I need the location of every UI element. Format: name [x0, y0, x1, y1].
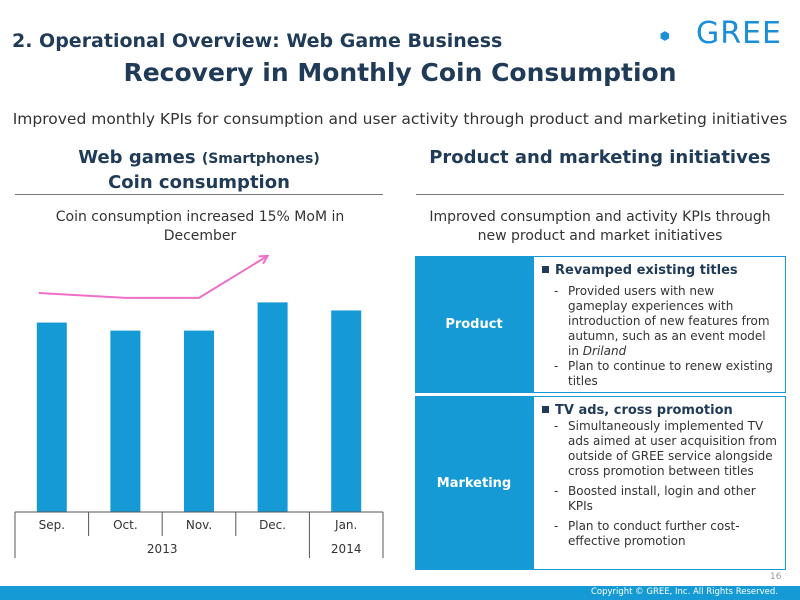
product-cell: Revamped existing titles Provided users … [533, 256, 786, 393]
trend-line [38, 255, 269, 299]
left-heading-line1: Web games [78, 147, 196, 168]
logo-text: GREE [696, 16, 783, 51]
left-heading: Web games (Smartphones) Coin consumption [15, 146, 383, 194]
section-heading: 2. Operational Overview: Web Game Busine… [12, 30, 503, 52]
marketing-title: TV ads, cross promotion [542, 403, 777, 418]
product-list: Provided users with new gameplay experie… [542, 284, 777, 389]
chart-bar [110, 330, 141, 512]
marketing-title-text: TV ads, cross promotion [555, 403, 733, 418]
marketing-label: Marketing [415, 396, 533, 570]
trend-arrowhead-icon [258, 254, 270, 265]
chart-bar [184, 330, 214, 512]
footer-bar [0, 586, 800, 600]
gree-logo [660, 31, 670, 41]
year-label: 2014 [331, 542, 362, 556]
list-item: Provided users with new gameplay experie… [554, 284, 777, 359]
chart-bar [36, 322, 67, 512]
copyright: Copyright © GREE, Inc. All Rights Reserv… [590, 587, 778, 597]
list-item: Plan to continue to renew existing title… [554, 359, 777, 389]
right-divider [416, 194, 784, 195]
x-tick-label: Dec. [259, 518, 286, 532]
right-note: Improved consumption and activity KPIs t… [429, 209, 771, 244]
square-bullet-icon [542, 266, 549, 273]
left-heading-line2: Coin consumption [108, 172, 290, 193]
page-number: 16 [770, 572, 782, 582]
chart-bar [331, 310, 362, 512]
product-title-text: Revamped existing titles [555, 263, 738, 278]
left-note: Coin consumption increased 15% MoM in De… [55, 209, 345, 244]
product-label: Product [415, 256, 533, 393]
year-label: 2013 [147, 542, 178, 556]
x-tick-label: Sep. [39, 518, 65, 532]
x-tick-label: Jan. [334, 518, 357, 532]
list-item: Simultaneously implemented TV ads aimed … [554, 419, 777, 479]
hexagon-icon [660, 31, 670, 41]
marketing-cell: TV ads, cross promotion Simultaneously i… [533, 396, 786, 570]
coin-consumption-chart: Sep. Oct. Nov. Dec. Jan. 2013 2014 [14, 254, 384, 558]
list-item: Plan to conduct further cost-effective p… [554, 519, 777, 549]
right-heading: Product and marketing initiatives [429, 147, 771, 168]
marketing-list: Simultaneously implemented TV ads aimed … [542, 419, 777, 549]
left-divider [15, 194, 383, 195]
x-tick-label: Oct. [113, 518, 138, 532]
game-title: Driland [582, 344, 627, 358]
page-title: Recovery in Monthly Coin Consumption [123, 58, 677, 87]
square-bullet-icon [542, 406, 549, 413]
page-subtitle: Improved monthly KPIs for consumption an… [12, 110, 788, 128]
list-item: Boosted install, login and other KPIs [554, 484, 777, 514]
chart-bar [257, 302, 288, 512]
product-title: Revamped existing titles [542, 263, 777, 278]
left-heading-small: (Smartphones) [201, 151, 320, 167]
x-tick-label: Nov. [186, 518, 212, 532]
